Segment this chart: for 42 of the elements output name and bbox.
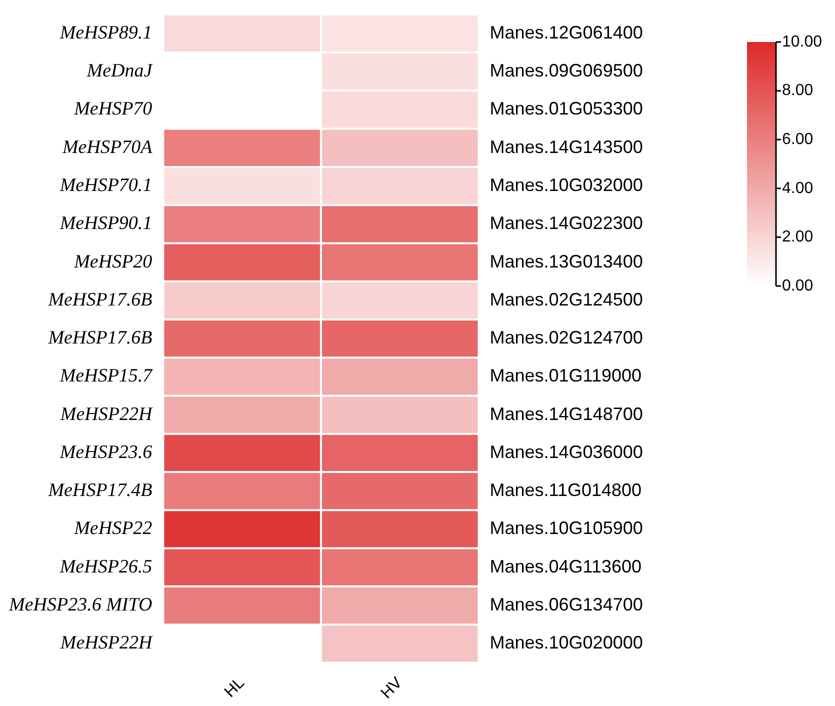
y-tick-label: MeHSP17.4B xyxy=(47,480,153,502)
y2-tick-label: Manes.14G022300 xyxy=(490,213,643,234)
y-tick-label: MeDnaJ xyxy=(86,60,154,82)
color-bar-label: 4.00 xyxy=(782,180,814,197)
y-tick-label: MeHSP17.6B xyxy=(47,328,153,349)
color-bar-label: 0.00 xyxy=(782,277,814,294)
y-tick-label: MeHSP15.7 xyxy=(58,366,154,387)
y-tick-label: MeHSP23.6 MITO xyxy=(8,594,152,616)
y-tick-label: MeHSP17.6B xyxy=(47,289,153,310)
y2-tick-label: Manes.11G014800 xyxy=(490,480,642,500)
color-bar-label: 2.00 xyxy=(782,228,814,246)
y-tick-label: MeHSP22H xyxy=(59,632,154,654)
y2-tick-label: Manes.10G105900 xyxy=(490,518,643,538)
y2-tick-label: Manes.13G013400 xyxy=(490,251,643,272)
y-tick-label: MeHSP20 xyxy=(73,251,153,272)
color-bar-label: 6.00 xyxy=(782,131,814,148)
x-tick-label: HL xyxy=(222,674,248,701)
y2-tick-label: Manes.10G032000 xyxy=(490,174,643,195)
y-tick-label: MeHSP23.6 xyxy=(58,442,153,463)
y2-tick-label: Manes.14G148700 xyxy=(490,404,643,424)
y-tick-label: MeHSP70.1 xyxy=(58,175,152,196)
y-tick-label: MeHSP89.1 xyxy=(58,22,152,44)
y2-tick-label: Manes.14G143500 xyxy=(490,136,643,157)
y-tick-label: MeHSP70A xyxy=(61,136,153,158)
y-tick-label: MeHSP90.1 xyxy=(58,213,152,234)
y2-tick-label: Manes.12G061400 xyxy=(490,22,643,42)
y2-tick-label: Manes.04G113600 xyxy=(490,556,642,576)
y-tick-label: MeHSP22 xyxy=(73,518,153,540)
color-bar-label: 8.00 xyxy=(782,82,814,100)
color-bar-label: 10.00 xyxy=(782,33,822,50)
y2-tick-label: Manes.01G119000 xyxy=(490,366,642,386)
y2-tick-label: Manes.14G036000 xyxy=(490,442,643,462)
y2-tick-label: Manes.01G053300 xyxy=(490,98,643,119)
y2-tick-label: Manes.02G124500 xyxy=(490,289,643,310)
y-tick-label: MeHSP70 xyxy=(73,98,153,120)
y2-tick-label: Manes.02G124700 xyxy=(490,328,643,348)
y-tick-label: MeHSP26.5 xyxy=(58,556,152,578)
y2-tick-label: Manes.09G069500 xyxy=(490,60,643,81)
x-tick-label: HV xyxy=(378,674,406,702)
y2-tick-label: Manes.10G020000 xyxy=(490,632,643,653)
y2-tick-label: Manes.06G134700 xyxy=(490,594,643,614)
y-tick-label: MeHSP22H xyxy=(59,404,154,425)
